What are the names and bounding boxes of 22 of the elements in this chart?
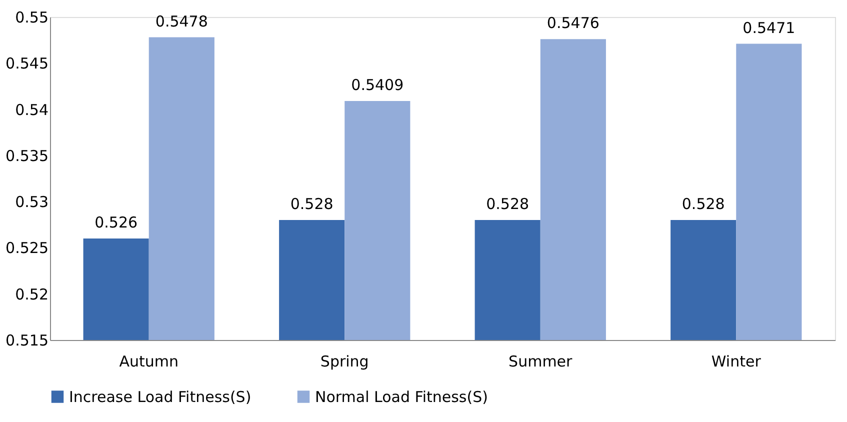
data-label: 0.5471 (742, 18, 796, 37)
y-tick-label: 0.535 (6, 146, 48, 165)
x-tick-label: Autumn (119, 352, 178, 370)
x-tick-label: Winter (711, 352, 762, 370)
data-label: 0.526 (94, 213, 138, 232)
data-label: 0.5476 (546, 14, 600, 32)
y-tick-label: 0.52 (15, 285, 48, 304)
data-label: 0.528 (682, 195, 725, 214)
data-label: 0.5478 (155, 12, 208, 30)
y-tick-label: 0.545 (6, 54, 48, 73)
y-tick-label: 0.55 (15, 8, 48, 26)
x-tick-label: Summer (508, 352, 574, 370)
y-tick-label: 0.525 (6, 239, 48, 258)
legend-label: Normal Load Fitness(S) (315, 388, 488, 406)
data-label: 0.528 (486, 195, 530, 214)
y-tick-label: 0.53 (15, 193, 48, 212)
y-tick-label: 0.54 (15, 100, 48, 119)
data-label: 0.5409 (351, 76, 404, 94)
y-tick-label: 0.515 (6, 332, 48, 350)
legend-label: Increase Load Fitness(S) (69, 388, 252, 406)
data-label: 0.528 (290, 195, 334, 214)
x-tick-label: Spring (320, 352, 369, 370)
